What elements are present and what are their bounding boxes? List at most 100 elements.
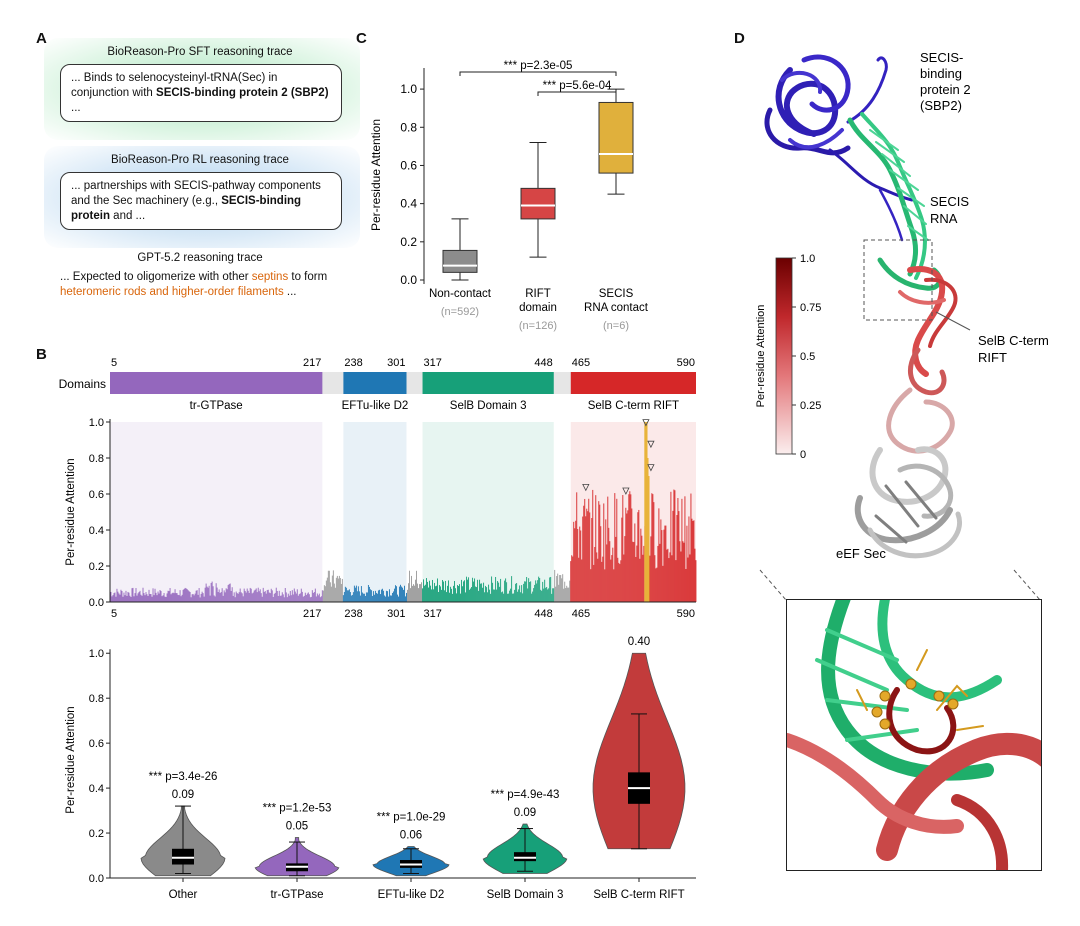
attention-bar: [294, 591, 296, 602]
v-y-label: Per-residue Attention: [65, 706, 77, 813]
attention-bar: [675, 560, 677, 602]
contact-marker: [647, 464, 655, 472]
attention-bar: [255, 588, 257, 602]
c-y-tick-label: 1.0: [400, 82, 417, 96]
v-y-tick-label: 0.8: [89, 693, 104, 705]
attention-bar: [140, 594, 142, 602]
eefsec-ribbon: [854, 387, 962, 559]
attention-bar: [264, 591, 266, 602]
attention-bar: [243, 588, 245, 602]
attention-bar: [513, 593, 515, 602]
attention-bar: [519, 585, 521, 602]
domain-boundary-bottom: 217: [303, 608, 321, 620]
attention-bar: [572, 556, 574, 602]
label-sbp2-1: SECIS-: [920, 50, 963, 65]
label-selb-1: SelB C-term: [978, 333, 1049, 348]
attention-bar: [629, 491, 631, 602]
domain-block: [422, 372, 554, 394]
attention-bar: [532, 591, 534, 602]
v-y-tick-label: 0.2: [89, 828, 104, 840]
attention-bar: [309, 597, 311, 602]
attention-bar: [578, 557, 580, 602]
attention-bar: [305, 595, 307, 602]
attention-bar: [128, 592, 130, 602]
attention-bar: [153, 595, 155, 602]
attention-bar: [335, 577, 337, 602]
attention-bar: [118, 593, 120, 602]
attention-bar: [235, 591, 237, 602]
attention-bar: [171, 593, 173, 602]
attention-bar: [611, 555, 613, 602]
domain-block: [110, 372, 323, 394]
attention-bar: [375, 592, 377, 602]
attention-bar: [211, 581, 213, 602]
attention-bar: [269, 593, 271, 602]
attention-bar: [197, 594, 199, 602]
attention-bar: [328, 570, 330, 602]
attention-bar: [169, 588, 171, 602]
zoom-rna-bases: [815, 628, 919, 742]
attention-bar: [695, 560, 697, 602]
attention-bar: [194, 593, 196, 602]
attention-bar: [541, 590, 543, 602]
attention-bar: [412, 585, 413, 602]
attention-bar: [515, 583, 517, 602]
c-comparison-bracket: [537, 91, 617, 96]
attention-bar: [122, 596, 124, 602]
colorbar-tick-label: 0: [800, 449, 806, 461]
attention-bar: [230, 590, 232, 602]
attention-bar: [349, 592, 351, 602]
attention-bar: [509, 590, 511, 602]
attention-bar: [534, 584, 536, 602]
violin-box: [172, 848, 194, 865]
attention-bar: [190, 597, 192, 602]
attention-bar: [202, 593, 204, 602]
attention-bar: [658, 508, 660, 602]
attention-bar: [277, 595, 279, 602]
attention-bar: [542, 581, 544, 602]
attention-bar: [583, 505, 585, 602]
attention-bar: [119, 594, 121, 602]
v-category-label: Other: [169, 889, 198, 901]
rl-text-2: and ...: [109, 210, 146, 222]
attention-bar: [673, 489, 675, 602]
attention-bar: [587, 511, 589, 602]
attention-bar: [439, 585, 440, 602]
colorbar-tick-label: 1.0: [800, 253, 815, 265]
attention-bar: [424, 585, 425, 602]
attention-bar: [624, 536, 626, 602]
domain-name-label: tr-GTPase: [190, 400, 243, 412]
sft-trace-box: ... Binds to selenocysteinyl-tRNA(Sec) i…: [60, 64, 342, 122]
attention-bar: [503, 593, 505, 602]
violin-median-label: 0.40: [628, 636, 650, 648]
attention-bar: [227, 585, 229, 602]
attention-bar: [448, 580, 449, 602]
attention-bar: [691, 518, 693, 602]
c-y-tick-label: 0.2: [400, 235, 417, 249]
attention-bar: [177, 594, 179, 602]
attention-bar: [445, 580, 446, 602]
attention-bar: [316, 593, 318, 602]
attention-bar: [289, 590, 291, 602]
attention-bar: [330, 586, 332, 602]
attention-bar: [690, 493, 692, 602]
attention-bar: [239, 588, 241, 602]
attention-bar: [283, 597, 285, 602]
b-y-label: Per-residue Attention: [65, 458, 77, 565]
attention-bar: [462, 586, 464, 602]
c-pvalue-label: *** p=5.6e-04: [543, 80, 612, 92]
attention-bar: [172, 592, 174, 602]
attention-bar: [626, 513, 628, 602]
attention-bar: [533, 588, 535, 602]
attention-bar: [491, 576, 493, 602]
attention-bar: [687, 557, 689, 602]
attention-bar: [204, 587, 206, 602]
attention-bar: [418, 588, 419, 602]
attention-bar: [271, 590, 273, 602]
rl-trace-title: BioReason-Pro RL reasoning trace: [111, 154, 289, 166]
attention-bar: [558, 584, 560, 602]
attention-bar: [323, 585, 325, 602]
c-n-label: (n=6): [603, 320, 629, 332]
attention-bar: [437, 578, 438, 602]
attention-bar: [474, 578, 476, 602]
